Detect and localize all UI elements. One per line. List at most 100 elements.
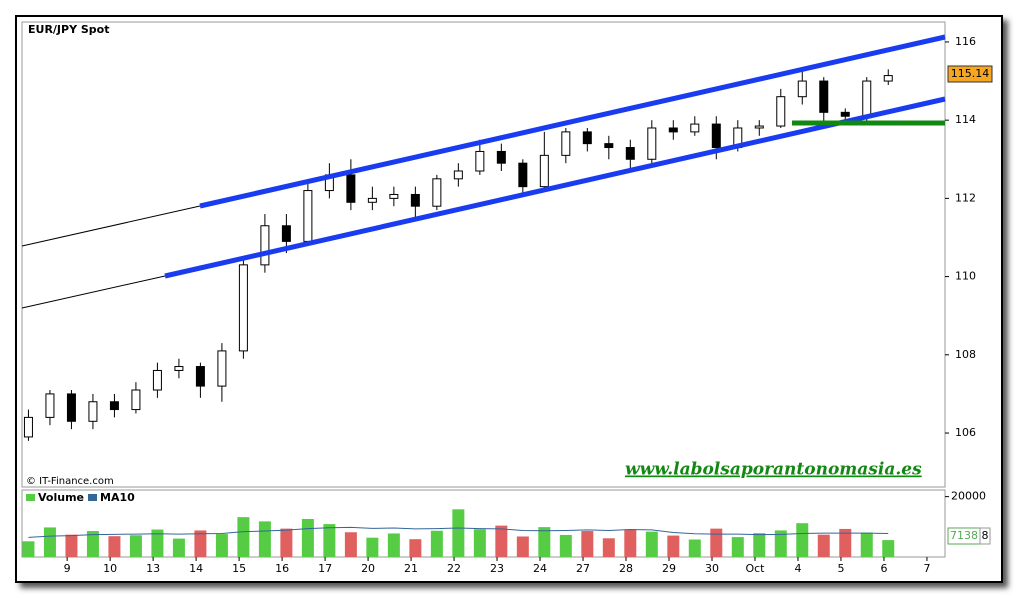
candle-body [582, 131, 592, 145]
volume-bar [473, 529, 486, 557]
volume-bar [43, 527, 56, 557]
volume-bar [839, 528, 852, 557]
chart-title: EUR/JPY Spot [28, 23, 110, 36]
volume-bar [731, 537, 744, 557]
candle-body [195, 366, 205, 387]
x-tick-label: 30 [705, 562, 719, 575]
extra-label: 8 [982, 529, 989, 542]
source: © IT-Finance.com [26, 476, 114, 487]
candle-body [109, 401, 119, 411]
x-tick-label: 22 [447, 562, 461, 575]
trend-extension [21, 275, 166, 309]
x-tick-label: Oct [745, 562, 765, 575]
volume-bar [860, 532, 873, 557]
volume-bar [495, 525, 508, 557]
volume-bar [581, 531, 594, 557]
volume-bar [65, 534, 78, 557]
channel-lower [164, 96, 946, 279]
candle-body [260, 225, 270, 266]
y-tick-label: 116 [955, 35, 976, 48]
x-tick-label: 4 [794, 562, 801, 575]
volume-bar [753, 533, 766, 557]
candle-body [518, 162, 528, 188]
volume-bar [323, 524, 336, 557]
candle-body [303, 190, 313, 242]
x-tick-label: 17 [318, 562, 332, 575]
x-tick-label: 14 [189, 562, 203, 575]
volume-bar [366, 537, 379, 557]
volume-bar [280, 528, 293, 557]
candle-body [840, 111, 850, 117]
volume-bar [817, 534, 830, 557]
volume-bar [151, 529, 164, 557]
volume-bar [194, 530, 207, 557]
volume-bar [667, 535, 680, 557]
volume-bar [774, 530, 787, 557]
volume-bar [602, 538, 615, 557]
x-tick-label: 21 [404, 562, 418, 575]
legend-label: Volume [38, 491, 84, 504]
channel-upper [199, 34, 946, 209]
last-volume: 7138 [950, 529, 978, 542]
candle-body [174, 366, 184, 371]
volume-bar [796, 523, 809, 557]
x-tick-label: 15 [232, 562, 246, 575]
candle-body [539, 154, 549, 188]
x-tick-label: 16 [275, 562, 289, 575]
candle-body [668, 127, 678, 133]
volume-bar [301, 518, 314, 557]
volume-bar [172, 538, 185, 557]
volume-bar [344, 532, 357, 557]
candle-body [819, 80, 829, 113]
x-tick-label: 28 [619, 562, 633, 575]
y-tick-label: 114 [955, 113, 976, 126]
volume-bar [430, 530, 443, 557]
candle-body [217, 350, 227, 387]
candle-body [432, 178, 442, 207]
candle-body [88, 401, 98, 422]
legend-swatch [26, 494, 35, 501]
candle-body [389, 193, 399, 199]
price-panel [21, 21, 946, 488]
candle-body [862, 80, 872, 117]
y-tick-label: 112 [955, 191, 976, 204]
candle-body [346, 174, 356, 203]
candle-body [281, 225, 291, 242]
volume-bar [108, 536, 121, 557]
candle-body [647, 127, 657, 160]
candle-body [475, 150, 485, 172]
candle-body [496, 150, 506, 164]
candle-body [690, 123, 700, 133]
volume-bar [452, 509, 465, 557]
volume-bar [215, 534, 228, 557]
x-tick-label: 5 [837, 562, 844, 575]
x-tick-label: 29 [662, 562, 676, 575]
volume-bar [645, 531, 658, 557]
y-tick-label: 20000 [951, 490, 986, 503]
x-tick-label: 6 [880, 562, 887, 575]
volume-bar [559, 534, 572, 557]
candle-body [625, 147, 635, 160]
candle-body [45, 393, 55, 418]
extra-box [979, 527, 991, 545]
candle-body [66, 393, 76, 422]
volume-bar [86, 531, 99, 557]
candle-body [238, 264, 248, 352]
volume-bar [22, 541, 35, 557]
y-tick-label: 110 [955, 270, 976, 283]
volume-bar [882, 540, 895, 557]
trend-extension [21, 205, 201, 247]
last-price-box [947, 65, 993, 83]
ma-line [28, 526, 889, 538]
candle-body [604, 143, 614, 149]
x-tick-label: 9 [64, 562, 71, 575]
candle-body [131, 389, 141, 411]
last-price: 115.14 [951, 67, 990, 80]
volume-bar [409, 539, 422, 557]
volume-bar [624, 529, 637, 557]
volume-bar [688, 539, 701, 557]
candle-body [453, 170, 463, 180]
volume-bar [538, 527, 551, 557]
x-tick-label: 24 [533, 562, 547, 575]
